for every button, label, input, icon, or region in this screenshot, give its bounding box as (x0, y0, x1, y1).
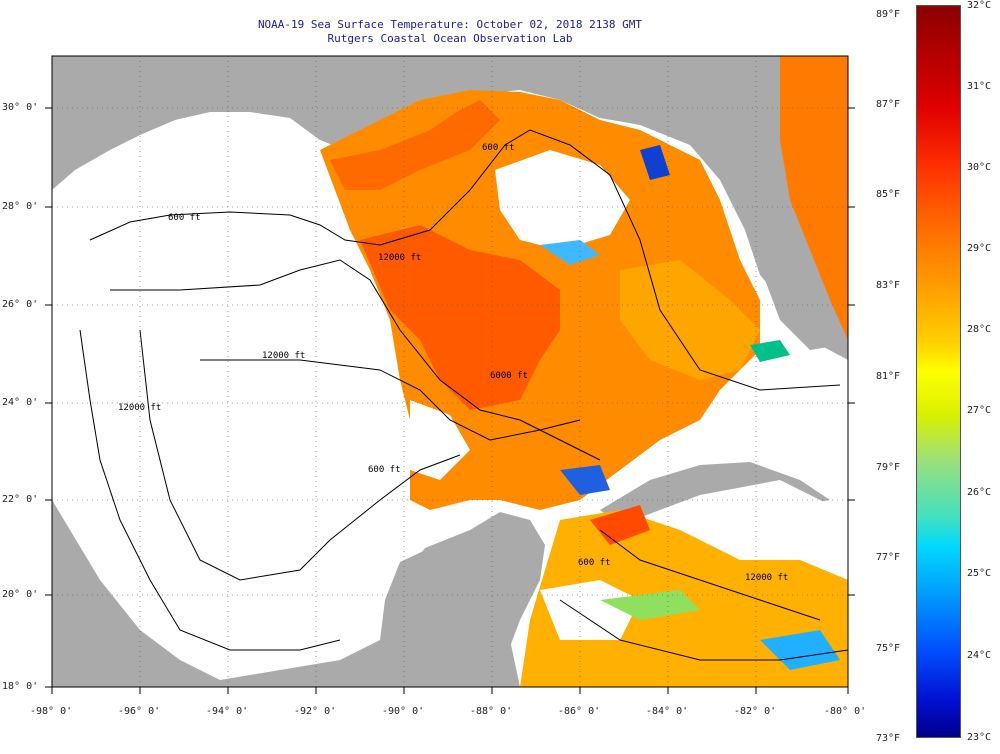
lat-label: 28° 0' (2, 201, 39, 212)
lon-label: -88° 0' (470, 706, 513, 717)
lon-label: -80° 0' (824, 706, 867, 717)
colorbar-label-c: 23°C (967, 732, 992, 743)
colorbar-label-c: 31°C (967, 81, 992, 92)
colorbar-label-f: 77°F (876, 552, 901, 563)
colorbar-label-c: 32°C (967, 0, 992, 11)
lat-label: 30° 0' (2, 102, 39, 113)
lon-label: -86° 0' (558, 706, 601, 717)
colorbar-label-f: 83°F (876, 280, 901, 291)
cloud-gaps (410, 150, 840, 640)
colorbar-label-f: 81°F (876, 371, 901, 382)
lon-label: -92° 0' (294, 706, 337, 717)
yucatan-land (385, 512, 545, 687)
contour-label: 600 ft (368, 465, 401, 475)
florida-land (700, 110, 845, 350)
colorbar-label-c: 27°C (967, 405, 992, 416)
lon-label: -90° 0' (382, 706, 425, 717)
colorbar-label-c: 24°C (967, 650, 992, 661)
temperature-colorbar (916, 5, 961, 738)
contour-labels: 600 ft 12000 ft 600 ft 12000 ft 6000 ft … (118, 143, 788, 583)
lat-label: 22° 0' (2, 494, 39, 505)
map-subtitle: Rutgers Coastal Ocean Observation Lab (327, 32, 573, 45)
colorbar-label-f: 89°F (876, 9, 901, 20)
lon-label: -98° 0' (30, 706, 73, 717)
lat-label: 26° 0' (2, 299, 39, 310)
lon-label: -96° 0' (118, 706, 161, 717)
contour-label: 600 ft (578, 558, 611, 568)
colorbar-label-c: 25°C (967, 568, 992, 579)
colorbar-label-f: 85°F (876, 189, 901, 200)
contour-label: 600 ft (482, 143, 515, 153)
colorbar-label-c: 30°C (967, 162, 992, 173)
map-title: NOAA-19 Sea Surface Temperature: October… (257, 18, 643, 31)
lat-label: 20° 0' (2, 589, 39, 600)
graticule (52, 56, 848, 687)
colorbar-label-f: 75°F (876, 643, 901, 654)
colorbar-label-f: 87°F (876, 99, 901, 110)
lon-label: -94° 0' (206, 706, 249, 717)
map-frame (51, 55, 849, 688)
contour-label: 600 ft (168, 213, 201, 223)
axis-ticks (45, 107, 855, 694)
lat-label: 18° 0' (2, 681, 39, 692)
lon-label: -84° 0' (646, 706, 689, 717)
lon-label: -82° 0' (734, 706, 777, 717)
contour-label: 6000 ft (490, 371, 528, 381)
sst-map: 600 ft 12000 ft 600 ft 12000 ft 6000 ft … (45, 55, 855, 694)
lat-label: 24° 0' (2, 397, 39, 408)
contour-label: 12000 ft (378, 253, 421, 263)
colorbar-label-c: 26°C (967, 487, 992, 498)
bathymetry-contours (79, 129, 849, 661)
colorbar-label-c: 29°C (967, 243, 992, 254)
colorbar-label-f: 79°F (876, 462, 901, 473)
contour-label: 12000 ft (745, 573, 788, 583)
colorbar-label-f: 73°F (876, 733, 901, 744)
contour-label: 12000 ft (118, 403, 161, 413)
contour-label: 12000 ft (262, 351, 305, 361)
colorbar-label-c: 28°C (967, 324, 992, 335)
